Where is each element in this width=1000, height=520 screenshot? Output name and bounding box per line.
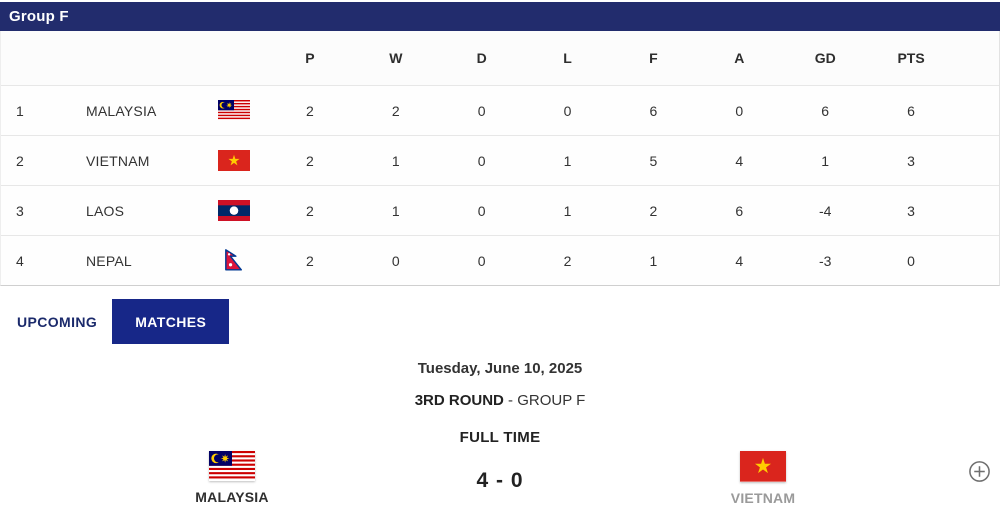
stat-w: 1	[391, 152, 400, 169]
table-row: 4 NEPAL 2 0 0 2 1 4 -3 0	[1, 235, 999, 285]
group-title-bar: Group F	[0, 2, 1000, 31]
col-played: P	[305, 50, 315, 66]
home-team-block: MALAYSIA	[179, 451, 285, 505]
stat-gd: -3	[818, 252, 832, 269]
stat-p: 2	[306, 152, 314, 169]
stat-pts: 3	[907, 152, 915, 169]
away-team-name: VIETNAM	[730, 489, 796, 506]
stat-pts: 3	[907, 202, 915, 219]
stat-gd: 1	[821, 152, 830, 169]
stat-f: 1	[649, 252, 658, 269]
table-row: 1 MALAYSIA 2 2 0 0 6 0	[1, 85, 999, 135]
stat-gd: 6	[821, 102, 830, 119]
standings-table: P W D L F A GD PTS 1 MALAYSIA	[0, 31, 1000, 286]
stat-d: 0	[477, 152, 486, 169]
malaysia-flag-icon	[201, 100, 267, 121]
vietnam-flag-icon	[201, 149, 267, 172]
stat-p: 2	[306, 102, 314, 119]
stat-p: 2	[306, 252, 314, 269]
col-lost: L	[563, 50, 572, 66]
stat-a: 4	[735, 252, 744, 269]
table-row: 3 LAOS 2 1 0 1 2 6 -4 3	[1, 185, 999, 235]
laos-flag-icon	[201, 199, 267, 222]
stat-pts: 6	[907, 102, 915, 119]
stat-f: 6	[649, 102, 658, 119]
stat-l: 1	[563, 152, 572, 169]
col-against: A	[734, 50, 745, 66]
match-result-row: MALAYSIA 4 - 0 VIETNAM	[0, 449, 1000, 520]
stat-a: 0	[735, 102, 744, 119]
stat-f: 5	[649, 152, 658, 169]
col-for: F	[649, 50, 658, 66]
stat-l: 0	[563, 102, 572, 119]
stat-w: 0	[391, 252, 400, 269]
stat-w: 2	[391, 102, 400, 119]
col-points: PTS	[897, 50, 925, 66]
round-group: - GROUP F	[503, 392, 586, 409]
col-won: W	[389, 50, 403, 66]
table-row: 2 VIETNAM 2 1 0 1 5 4 1 3	[1, 135, 999, 185]
stat-d: 0	[477, 102, 486, 119]
stat-f: 2	[649, 202, 658, 219]
col-drawn: D	[476, 50, 487, 66]
stat-pts: 0	[907, 252, 915, 269]
rank: 4	[16, 252, 24, 269]
stat-gd: -4	[818, 202, 832, 219]
stat-a: 6	[735, 202, 744, 219]
stat-l: 1	[563, 202, 572, 219]
match-status: FULL TIME	[459, 429, 541, 446]
tab-matches[interactable]: MATCHES	[112, 299, 230, 344]
tab-upcoming[interactable]: UPCOMING	[17, 313, 98, 330]
nepal-flag-icon	[201, 248, 267, 273]
match-score: 4 - 0	[476, 469, 524, 492]
stat-d: 0	[477, 252, 486, 269]
stat-d: 0	[477, 202, 486, 219]
malaysia-flag-icon	[209, 451, 255, 481]
match-round: 3RD ROUND - GROUP F	[0, 392, 1000, 409]
plus-circle-icon[interactable]	[968, 460, 991, 483]
table-header-row: P W D L F A GD PTS	[1, 31, 999, 85]
team-name: NEPAL	[86, 252, 132, 269]
away-team-block: VIETNAM	[710, 451, 816, 506]
rank: 3	[16, 202, 24, 219]
team-name: LAOS	[86, 202, 125, 219]
stat-l: 2	[563, 252, 572, 269]
stat-p: 2	[306, 202, 314, 219]
team-name: VIETNAM	[86, 152, 150, 169]
home-team-name: MALAYSIA	[195, 488, 269, 505]
round-number: 3RD ROUND	[414, 392, 504, 409]
match-date: Tuesday, June 10, 2025	[417, 360, 583, 377]
vietnam-flag-icon	[740, 451, 786, 482]
rank: 1	[16, 102, 24, 119]
fixture-tabs: UPCOMING MATCHES	[0, 299, 1000, 344]
col-goal-diff: GD	[814, 50, 836, 66]
stat-a: 4	[735, 152, 744, 169]
team-name: MALAYSIA	[86, 102, 157, 119]
rank: 2	[16, 152, 24, 169]
stat-w: 1	[391, 202, 400, 219]
